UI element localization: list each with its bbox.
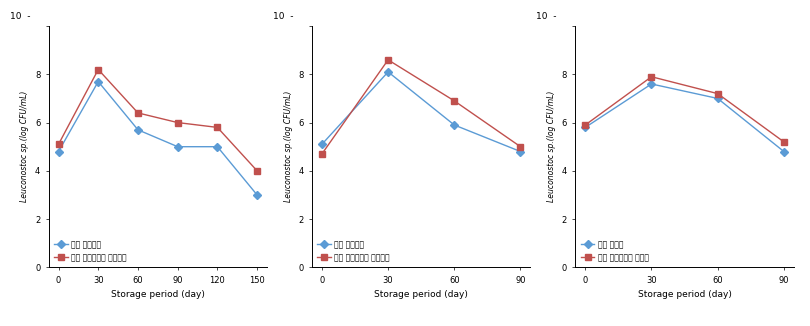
저온 분무기사용 국두김치 — [450, 99, 459, 103]
저온 분무기사용 물김치 — [646, 75, 656, 79]
Text: 10  -: 10 - — [273, 11, 293, 21]
Line: 저온 분무기사용 배추김치: 저온 분무기사용 배추김치 — [56, 67, 260, 174]
저온 분무기사용 배추김치 — [133, 111, 143, 115]
X-axis label: Storage period (day): Storage period (day) — [637, 290, 731, 299]
저온 분무기사용 배추김치 — [212, 126, 222, 129]
저온 분무기사용 물김치 — [713, 92, 723, 96]
Line: 저온 분무기사용 물김치: 저온 분무기사용 물김치 — [582, 74, 787, 145]
일반 물김치 — [713, 96, 723, 100]
일반 배추김치 — [93, 80, 103, 83]
Text: 10  -: 10 - — [536, 11, 557, 21]
저온 분무기사용 물김치 — [581, 123, 590, 127]
Line: 일반 물김치: 일반 물김치 — [582, 81, 787, 154]
X-axis label: Storage period (day): Storage period (day) — [111, 290, 205, 299]
X-axis label: Storage period (day): Storage period (day) — [374, 290, 468, 299]
Y-axis label: Leuconostoc sp.(log CFU/mL): Leuconostoc sp.(log CFU/mL) — [284, 91, 292, 202]
Legend: 일반 물김치, 저온 분무기사용 물김치: 일반 물김치, 저온 분무기사용 물김치 — [579, 239, 650, 263]
일반 물김치 — [581, 126, 590, 129]
저온 분무기사용 배추김치 — [93, 67, 103, 71]
Legend: 일반 국두김치, 저온 분무기사용 국두김치: 일반 국두김치, 저온 분무기사용 국두김치 — [316, 239, 391, 263]
저온 분무기사용 국두김치 — [317, 152, 326, 156]
Legend: 일반 배추김치, 저온 분무기사용 배추김치: 일반 배추김치, 저온 분무기사용 배추김치 — [53, 239, 128, 263]
Y-axis label: Leuconostoc sp.(log CFU/mL): Leuconostoc sp.(log CFU/mL) — [20, 91, 29, 202]
일반 국두김치 — [450, 123, 459, 127]
일반 물김치 — [779, 150, 789, 154]
저온 분무기사용 국두김치 — [383, 58, 393, 62]
Line: 일반 국두김치: 일반 국두김치 — [319, 69, 523, 154]
Line: 일반 배추김치: 일반 배추김치 — [56, 79, 260, 198]
일반 국두김치 — [383, 70, 393, 74]
일반 배추김치 — [133, 128, 143, 132]
저온 분무기사용 국두김치 — [516, 145, 526, 149]
저온 분무기사용 물김치 — [779, 140, 789, 144]
일반 국두김치 — [317, 142, 326, 146]
저온 분무기사용 배추김치 — [173, 121, 182, 125]
일반 배추김치 — [252, 193, 262, 197]
저온 분무기사용 배추김치 — [252, 169, 262, 173]
일반 배추김치 — [173, 145, 182, 149]
일반 배추김치 — [212, 145, 222, 149]
Text: 10  -: 10 - — [10, 11, 30, 21]
일반 배추김치 — [53, 150, 63, 154]
Y-axis label: Leuconostoc sp.(log CFU/mL): Leuconostoc sp.(log CFU/mL) — [547, 91, 556, 202]
Line: 저온 분무기사용 국두김치: 저온 분무기사용 국두김치 — [319, 57, 523, 157]
일반 국두김치 — [516, 150, 526, 154]
일반 물김치 — [646, 82, 656, 86]
저온 분무기사용 배추김치 — [53, 142, 63, 146]
